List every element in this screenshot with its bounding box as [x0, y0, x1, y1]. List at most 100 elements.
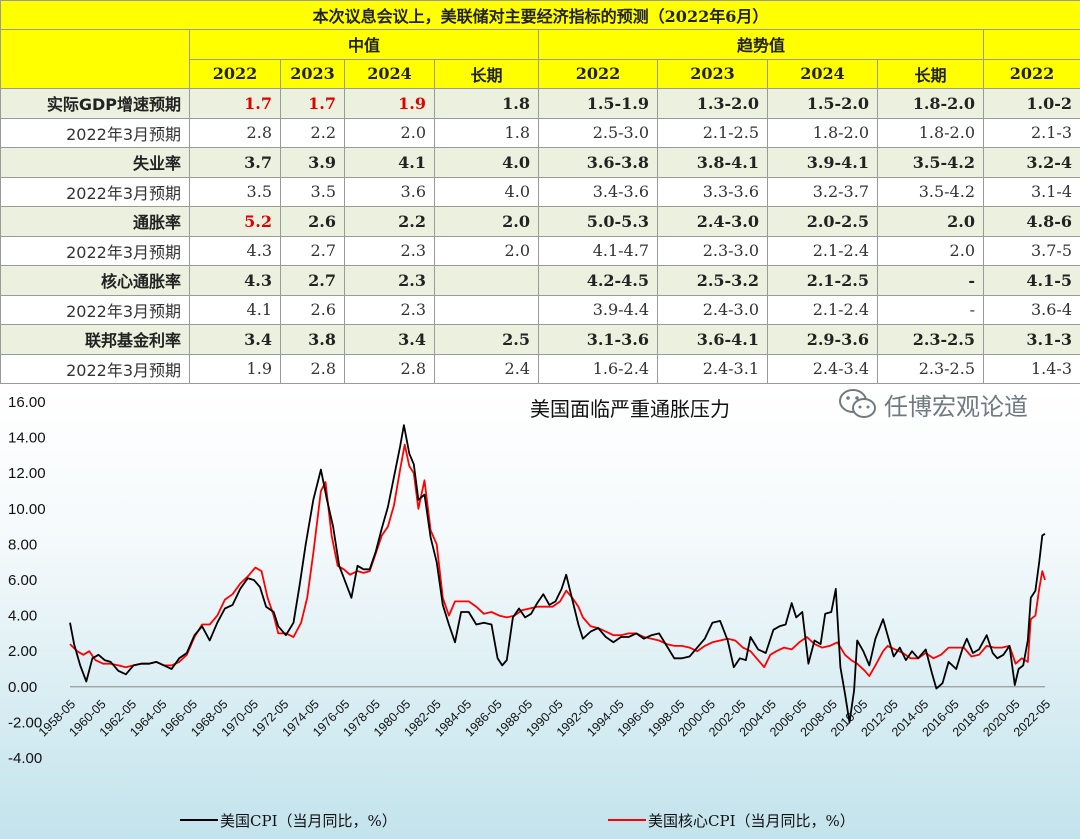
table-cell: 2.0-2.5 — [767, 206, 878, 237]
table-cell: 4.1-5 — [982, 265, 1080, 296]
table-cell: 3.1-4 — [982, 176, 1080, 207]
year-header-row: 2022 2023 2024 长期 2022 2023 2024 长期 2022 — [1, 58, 1080, 89]
group-header-blank — [982, 29, 1080, 60]
table-cell: 3.2-4 — [982, 147, 1080, 178]
table-cell: 3.9 — [280, 147, 345, 178]
table-title: 本次议息会议上，美联储对主要经济指标的预测（2022年6月） — [0, 0, 1080, 30]
y-tick-label: 2.00 — [8, 643, 37, 660]
table-cell: 2.8 — [280, 353, 345, 384]
table-cell: 2.3-2.5 — [877, 324, 984, 355]
table-row: 实际GDP增速预期 1.7 1.7 1.9 1.8 1.5-1.9 1.3-2.0 1.5-2… — [0, 88, 1080, 119]
table-cell: 1.8-2.0 — [877, 88, 984, 119]
row-label: 核心通胀率 — [0, 265, 190, 296]
table-cell: 3.1-3 — [982, 324, 1080, 355]
table-cell: 3.4 — [189, 324, 281, 355]
row-label: 失业率 — [0, 147, 190, 178]
table-cell: 1.7 — [189, 88, 281, 119]
table-body: 实际GDP增速预期 1.7 1.7 1.9 1.8 1.5-1.9 1.3-2.0 1.5-2… — [0, 88, 1080, 384]
table-cell: 3.8-4.1 — [657, 147, 768, 178]
y-tick-label: 14.00 — [8, 430, 46, 447]
table-row: 2022年3月预期 1.9 2.8 2.8 2.4 1.6-2.4 2.4-3.1 2.4-3… — [0, 353, 1080, 384]
table-cell: 3.5-4.2 — [877, 147, 984, 178]
table-cell: 3.6-4 — [982, 294, 1080, 325]
table-cell: 2.7 — [280, 235, 345, 266]
table-cell: 2.9-3.6 — [767, 324, 878, 355]
wechat-icon — [839, 389, 876, 418]
table-cell: 2.8 — [189, 117, 281, 148]
table-cell: 2.5-3.0 — [538, 117, 658, 148]
table-cell: 1.5-2.0 — [767, 88, 878, 119]
table-cell: 4.3 — [189, 265, 281, 296]
chart-svg: 美国面临严重通胀压力 16.00 14.00 12.00 10.00 8.00 6.00 4… — [8, 394, 1053, 830]
table-cell: 2.0 — [877, 235, 984, 266]
y-tick-label: 10.00 — [8, 501, 46, 518]
chart-title: 美国面临严重通胀压力 — [530, 397, 730, 421]
table-cell: 2.3 — [344, 265, 435, 296]
table-cell: 2.2 — [280, 117, 345, 148]
table-cell: 1.4-3 — [982, 353, 1080, 384]
row-label: 2022年3月预期 — [0, 117, 190, 148]
table-cell: 2.1-2.4 — [767, 294, 878, 325]
series-line-cpi — [69, 424, 1046, 724]
table-cell: 2.4-3.0 — [657, 294, 768, 325]
table-cell: 4.0 — [434, 176, 539, 207]
table-cell: 1.6-2.4 — [538, 353, 658, 384]
table-cell: 3.8 — [280, 324, 345, 355]
table-cell: 3.4 — [344, 324, 435, 355]
table-cell: 2.0 — [434, 235, 539, 266]
table-row: 2022年3月预期 4.3 2.7 2.3 2.0 4.1-4.7 2.3-3.0 2.1-2… — [0, 235, 1080, 266]
table-cell: 2.0 — [344, 117, 435, 148]
table-cell: 2.7 — [280, 265, 345, 296]
x-axis: 1958-051960-051962-051964-051966-051968-… — [36, 697, 1053, 739]
table-row: 2022年3月预期 3.5 3.5 3.6 4.0 3.4-3.6 3.3-3.6 3.2-3… — [0, 176, 1080, 207]
table-cell: 4.0 — [434, 147, 539, 178]
legend-label-cpi: 美国CPI（当月同比，%） — [220, 812, 397, 830]
table-cell: 2.1-2.5 — [657, 117, 768, 148]
table-cell: 3.9-4.1 — [767, 147, 878, 178]
y-axis: 16.00 14.00 12.00 10.00 8.00 6.00 4.00 2.00 0.00… — [8, 394, 1045, 767]
year-header-7: 长期 — [877, 58, 984, 89]
y-tick-label: 0.00 — [8, 679, 37, 696]
table-row: 核心通胀率 4.3 2.7 2.3 4.2-4.5 2.5-3.2 2.1-2.5-4.1-… — [0, 265, 1080, 296]
table-cell: 2.3-3.0 — [657, 235, 768, 266]
table-cell: 1.8-2.0 — [877, 117, 984, 148]
table-cell: 3.7-5 — [982, 235, 1080, 266]
table-cell: 3.6-4.1 — [657, 324, 768, 355]
row-label: 实际GDP增速预期 — [0, 88, 190, 119]
table-cell: 5.2 — [189, 206, 281, 237]
table-cell: 4.3 — [189, 235, 281, 266]
table-cell: 2.8 — [344, 353, 435, 384]
table-cell: 3.5-4.2 — [877, 176, 984, 207]
year-header-1: 2023 — [280, 58, 345, 89]
table-cell: 2.4 — [434, 353, 539, 384]
table-cell: 4.1 — [189, 294, 281, 325]
table-cell: 1.8-2.0 — [767, 117, 878, 148]
year-header-3: 长期 — [434, 58, 539, 89]
table-cell: 1.7 — [280, 88, 345, 119]
table-cell: 3.9-4.4 — [538, 294, 658, 325]
table-cell: 4.2-4.5 — [538, 265, 658, 296]
table-cell: 2.1-2.4 — [767, 235, 878, 266]
row-label: 2022年3月预期 — [0, 235, 190, 266]
table-cell: 4.8-6 — [982, 206, 1080, 237]
table-cell: 2.1-2.5 — [767, 265, 878, 296]
year-header-6: 2024 — [767, 58, 878, 89]
table-row: 通胀率 5.2 2.6 2.2 2.0 5.0-5.3 2.4-3.0 2.0-2.5 2.0 4… — [0, 206, 1080, 237]
y-tick-label: 12.00 — [8, 465, 46, 482]
table-cell: 3.6-3.8 — [538, 147, 658, 178]
year-header-8: 2022 — [982, 58, 1080, 89]
group-header-trend: 趋势值 — [538, 29, 984, 60]
inflation-chart: 美国面临严重通胀压力 16.00 14.00 12.00 10.00 8.00 6.00 4… — [0, 388, 1080, 839]
y-tick-label: -4.00 — [8, 750, 42, 767]
table-row: 2022年3月预期 4.1 2.6 2.3 3.9-4.4 2.4-3.0 2.1-2.4-… — [0, 294, 1080, 325]
table-cell: 3.2-3.7 — [767, 176, 878, 207]
table-cell: 3.4-3.6 — [538, 176, 658, 207]
row-label: 2022年3月预期 — [0, 176, 190, 207]
row-label: 联邦基金利率 — [0, 324, 190, 355]
table-cell: 2.1-3 — [982, 117, 1080, 148]
table-cell: 1.0-2 — [982, 88, 1080, 119]
table-cell: 3.3-3.6 — [657, 176, 768, 207]
y-tick-label: 8.00 — [8, 536, 37, 553]
year-header-5: 2023 — [657, 58, 768, 89]
table-cell: 2.2 — [344, 206, 435, 237]
